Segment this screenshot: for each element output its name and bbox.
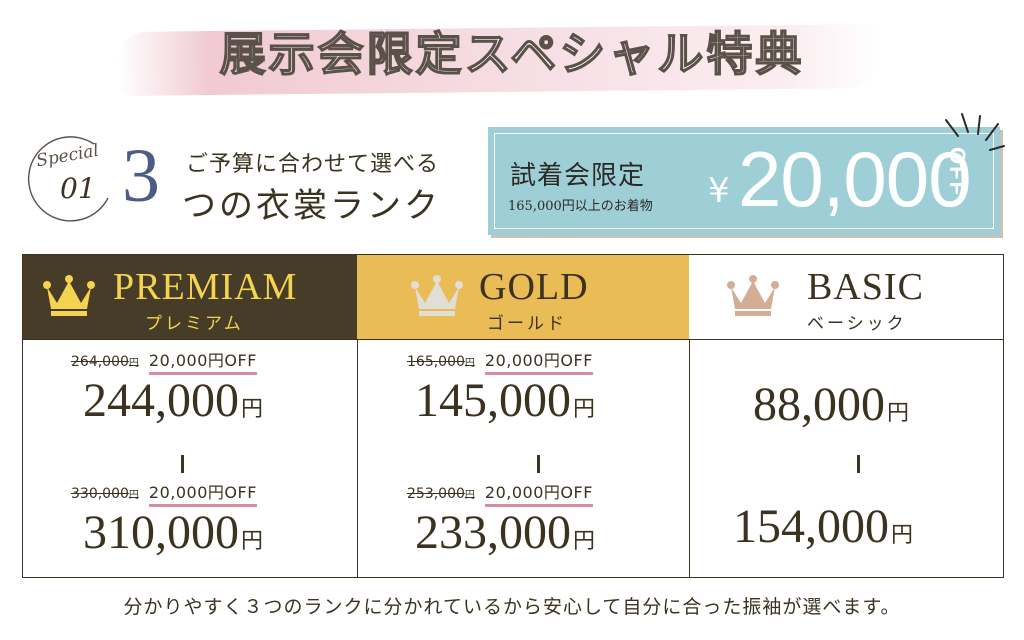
discounted-price: 310,000円 (83, 506, 264, 559)
rank-column-basic: BASIC ベーシック 88,000円 154,000円 (689, 255, 1003, 577)
rank-kana: ゴールド (487, 314, 567, 334)
rank-header-premium: PREMIAM プレミアム (23, 255, 357, 340)
price: 154,000円 (733, 500, 914, 553)
original-price: 330,000円 (71, 486, 139, 502)
rank-kana: プレミアム (145, 314, 244, 334)
discount-tag: 20,000円OFF (484, 479, 593, 507)
discount-tag: 20,000円OFF (148, 347, 257, 375)
rank-name: BASIC (807, 266, 924, 308)
rank-prices-gold: 165,000円 20,000円OFF 145,000円 253,000円 20,0… (357, 339, 689, 577)
rank-column-gold: GOLD ゴールド 165,000円 20,000円OFF 145,000円 25… (357, 255, 690, 577)
original-price: 253,000円 (407, 486, 475, 502)
discount-inner-border (494, 133, 994, 229)
discount-box: 試着会限定 165,000円以上のお着物 ¥ 20,000 OFF (488, 127, 1000, 235)
sparkle-lines-icon (945, 113, 1005, 151)
original-price: 264,000円 (71, 354, 139, 370)
original-price-row: 264,000円 20,000円OFF (71, 347, 257, 375)
rank-table: PREMIAM プレミアム 264,000円 20,000円OFF 244,000… (22, 254, 1004, 578)
discount-label: 試着会限定 (510, 161, 646, 191)
rank-title: つの衣裳ランク (182, 186, 441, 226)
rank-subtitle: ご予算に合わせて選べる (186, 152, 440, 177)
discount-tag: 20,000円OFF (148, 479, 257, 507)
range-separator (857, 455, 860, 473)
discount-condition: 165,000円以上のお着物 (508, 199, 653, 214)
rank-name: PREMIAM (113, 266, 298, 308)
special-circle-icon (27, 136, 109, 222)
rank-header-basic: BASIC ベーシック (689, 255, 1003, 340)
range-separator (537, 455, 540, 473)
discounted-price: 244,000円 (83, 374, 264, 427)
discount-yen-sign: ¥ (708, 171, 730, 211)
rank-prices-premium: 264,000円 20,000円OFF 244,000円 330,000円 20,0… (23, 339, 357, 577)
discounted-price: 145,000円 (415, 374, 596, 427)
special-number: 01 (60, 172, 96, 205)
rank-column-premium: PREMIAM プレミアム 264,000円 20,000円OFF 244,000… (23, 255, 358, 577)
big-number-three: 3 (122, 134, 160, 218)
original-price-row: 330,000円 20,000円OFF (71, 479, 257, 507)
rank-kana: ベーシック (807, 314, 907, 334)
range-separator (181, 455, 184, 473)
original-price: 165,000円 (407, 354, 475, 370)
discount-off-text: OFF (945, 147, 970, 197)
price: 88,000円 (753, 378, 910, 431)
discount-amount: 20,000 (738, 135, 972, 223)
rank-name: GOLD (479, 266, 589, 308)
crown-icon (43, 275, 95, 316)
rank-prices-basic: 88,000円 154,000円 (689, 339, 1003, 577)
discount-tag: 20,000円OFF (484, 347, 593, 375)
page-title: 展示会限定スペシャル特典 (219, 26, 805, 82)
rank-header-gold: GOLD ゴールド (357, 255, 689, 340)
footer-note: 分かりやすく３つのランクに分かれているから安心して自分に合った振袖が選べます。 (123, 596, 901, 618)
discounted-price: 233,000円 (415, 506, 596, 559)
original-price-row: 165,000円 20,000円OFF (407, 347, 593, 375)
crown-icon (727, 275, 779, 316)
original-price-row: 253,000円 20,000円OFF (407, 479, 593, 507)
crown-icon (411, 275, 463, 316)
